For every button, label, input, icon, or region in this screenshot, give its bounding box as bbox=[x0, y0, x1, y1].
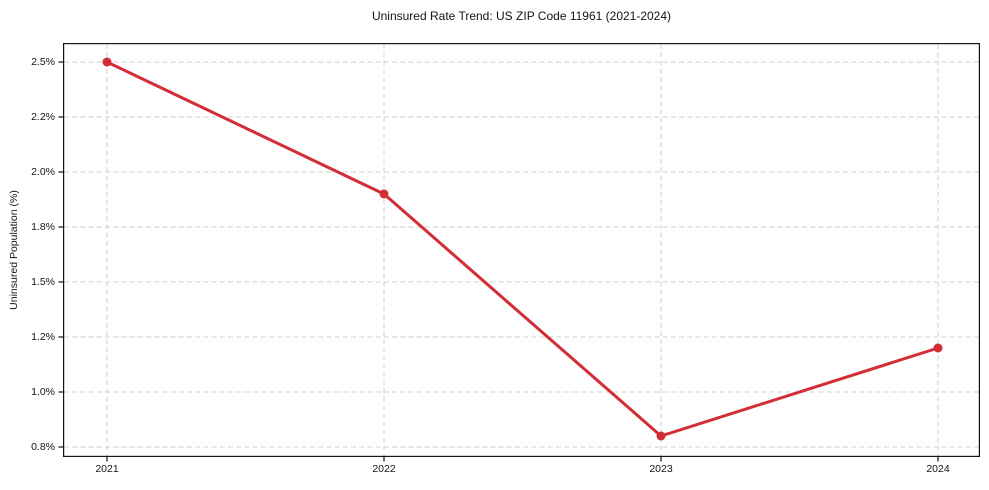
y-tick-label: 2.2% bbox=[31, 110, 55, 123]
y-tick-label: 1.8% bbox=[31, 220, 55, 233]
x-tick-label: 2023 bbox=[649, 463, 673, 475]
trend-line bbox=[105, 60, 940, 438]
y-tick-label: 1.5% bbox=[31, 275, 55, 288]
data-point-marker bbox=[656, 431, 666, 441]
y-tick-label: 2.0% bbox=[31, 165, 55, 178]
data-point-marker bbox=[102, 57, 112, 67]
y-tick-label: 2.5% bbox=[31, 55, 55, 68]
plot-border bbox=[62, 42, 980, 457]
data-point-marker bbox=[933, 343, 943, 353]
data-point-marker bbox=[379, 189, 389, 199]
x-tick-label: 2022 bbox=[372, 463, 396, 475]
chart-title: Uninsured Rate Trend: US ZIP Code 11961 … bbox=[371, 9, 672, 23]
y-tick-label: 1.2% bbox=[31, 330, 55, 343]
x-tick-label: 2021 bbox=[95, 463, 119, 475]
x-tick-label: 2024 bbox=[926, 463, 950, 475]
y-tick-label: 0.8% bbox=[31, 440, 55, 453]
y-tick-label: 1.0% bbox=[31, 385, 55, 398]
